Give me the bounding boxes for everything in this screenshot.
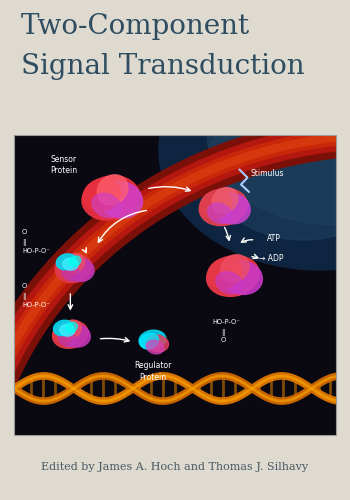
Text: Sensor
Protein: Sensor Protein [50,154,77,174]
Text: ATP: ATP [267,234,281,243]
Text: O: O [22,230,27,235]
Ellipse shape [66,258,94,281]
Text: ‖: ‖ [221,328,224,336]
Ellipse shape [82,176,139,220]
Polygon shape [191,135,336,270]
Ellipse shape [207,90,350,240]
Ellipse shape [146,335,168,352]
Text: Signal Transduction: Signal Transduction [21,52,304,80]
Text: HO-P-O⁻: HO-P-O⁻ [212,320,240,326]
Text: O: O [221,338,226,344]
Ellipse shape [212,188,238,212]
Ellipse shape [207,45,350,225]
Ellipse shape [199,188,247,226]
Ellipse shape [63,258,78,270]
Circle shape [0,135,350,500]
Ellipse shape [69,256,81,266]
Ellipse shape [53,322,76,343]
Ellipse shape [140,334,159,348]
Text: Edited by James A. Hoch and Thomas J. Silhavy: Edited by James A. Hoch and Thomas J. Si… [41,462,309,472]
Text: → ADP: → ADP [259,254,283,263]
Ellipse shape [56,256,80,277]
Text: Stimulus: Stimulus [251,170,284,178]
Ellipse shape [52,320,88,348]
Text: O: O [22,284,27,290]
Ellipse shape [213,194,250,224]
Ellipse shape [99,182,142,218]
Bar [14,135,336,435]
Ellipse shape [62,266,80,281]
Ellipse shape [200,190,231,218]
Ellipse shape [222,261,262,294]
Ellipse shape [56,254,76,270]
Ellipse shape [159,30,350,270]
Text: Regulator
Protein: Regulator Protein [134,362,171,382]
Ellipse shape [139,330,166,349]
Text: ‖: ‖ [22,293,26,300]
Text: ‖: ‖ [22,239,26,246]
Ellipse shape [216,272,243,294]
Text: HO-P-O⁻: HO-P-O⁻ [22,248,50,254]
Ellipse shape [59,332,77,346]
Ellipse shape [92,194,121,218]
Ellipse shape [63,324,90,347]
Ellipse shape [55,254,92,282]
Ellipse shape [66,322,77,332]
Ellipse shape [54,320,73,336]
Ellipse shape [97,174,128,205]
Ellipse shape [60,324,75,336]
Ellipse shape [146,340,164,354]
Ellipse shape [208,203,232,224]
Ellipse shape [221,254,249,282]
Ellipse shape [208,258,242,288]
Ellipse shape [62,320,81,338]
Ellipse shape [83,178,120,212]
Text: Two-Component: Two-Component [21,12,250,40]
Ellipse shape [65,254,85,273]
Text: HO-P-O⁻: HO-P-O⁻ [22,302,50,308]
Ellipse shape [206,256,259,296]
